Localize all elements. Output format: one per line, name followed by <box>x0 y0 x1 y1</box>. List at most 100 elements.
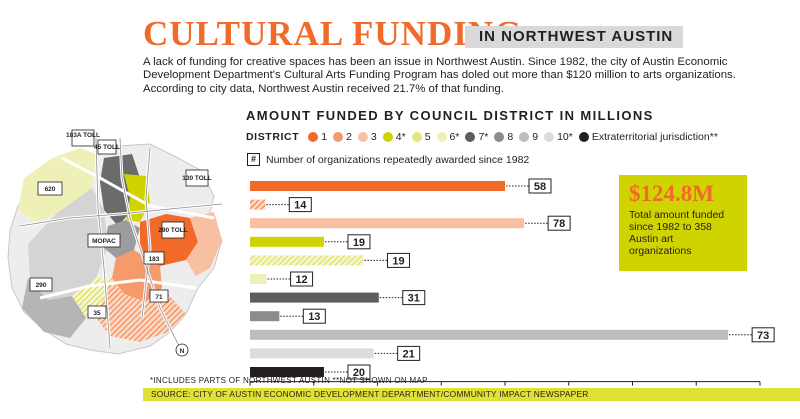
map-district-9 <box>104 220 140 258</box>
count-label-7*: 31 <box>408 293 420 305</box>
legend-item-2: 2 <box>333 131 352 143</box>
district-legend: DISTRICT 1 2 3 4* 5 6* 7* 8 9 10* Extraterritorial… <box>246 131 724 143</box>
count-box-4* <box>347 234 371 250</box>
footnote: *INCLUDES PARTS OF NORTHWEST AUSTIN **NO… <box>150 376 428 385</box>
map-label-45: 45 TOLL <box>94 144 120 151</box>
map-shield-620 <box>37 181 63 196</box>
legend-label-text: 3 <box>370 131 377 143</box>
legend-item-9: 9 <box>519 131 538 143</box>
map-shield-71 <box>149 289 169 303</box>
count-label-4*: 19 <box>353 237 365 249</box>
legend-swatch <box>436 132 447 142</box>
legend-swatch <box>308 132 319 142</box>
map-label-130: 130 TOLL <box>182 175 212 182</box>
legend-swatch <box>544 132 555 142</box>
legend-label-text: 1 <box>321 131 328 143</box>
count-box-3 <box>547 215 571 231</box>
map-label-183: 183 <box>149 256 160 263</box>
map-shield-183a <box>71 129 95 147</box>
map-shield-290 <box>29 277 53 292</box>
legend-swatch <box>382 132 393 142</box>
legend-label-text: 4* <box>395 131 406 143</box>
bar-district-5 <box>250 255 364 266</box>
map-label-290-toll: 290 TOLL <box>158 227 188 234</box>
bar-district-1 <box>250 181 505 191</box>
map-roads-outline <box>19 137 223 357</box>
north-arrow-icon <box>175 343 189 357</box>
bar-district-10* <box>250 348 374 359</box>
legend-label: DISTRICT <box>246 131 300 143</box>
map-district-5 <box>72 278 112 318</box>
bar-district-9 <box>250 329 729 340</box>
count-key-text: Number of organizations repeatedly award… <box>266 153 530 166</box>
map-label-35: 35 <box>93 310 101 317</box>
map-label-north: N <box>180 348 185 355</box>
total-callout: $124.8M Total amount funded since 1982 t… <box>619 175 747 271</box>
chart-title: AMOUNT FUNDED BY COUNCIL DISTRICT IN MIL… <box>246 108 654 123</box>
map-label-183a: 183A TOLL <box>66 132 100 139</box>
legend-item-10: 10* <box>544 131 573 143</box>
district-map: 183A TOLL 45 TOLL 130 TOLL 620 MOPAC 290… <box>7 129 223 357</box>
count-label-6*: 12 <box>295 274 307 286</box>
legend-label-text: 6* <box>449 131 460 143</box>
legend-label-text: Extraterritorial jurisdiction** <box>591 131 718 143</box>
count-box-6* <box>290 271 314 287</box>
map-district-2 <box>96 278 186 342</box>
legend-swatch <box>578 132 589 142</box>
legend-swatch <box>333 132 344 142</box>
map-label-71: 71 <box>155 294 163 301</box>
map-shield-35 <box>87 305 107 319</box>
callout-amount: $124.8M <box>629 181 714 206</box>
callout-text: Total amount funded since 1982 to 358 Au… <box>629 209 725 257</box>
count-label-5: 19 <box>392 255 404 267</box>
map-shield-183 <box>143 251 165 265</box>
map-label-620: 620 <box>45 186 56 193</box>
count-label-Extraterritorial jurisdiction**: 20 <box>353 367 365 379</box>
map-shield-mopac <box>87 233 121 248</box>
count-box-1 <box>528 178 552 194</box>
count-box-7* <box>402 290 426 306</box>
legend-label-text: 8 <box>507 131 514 143</box>
count-label-2: 14 <box>294 200 307 212</box>
page-subtitle: IN NORTHWEST AUSTIN <box>465 26 684 48</box>
legend-swatch <box>357 132 368 142</box>
map-district-8 <box>22 278 86 338</box>
bar-district-2 <box>250 199 266 210</box>
map-label-290: 290 <box>36 282 47 289</box>
bar-district-8 <box>250 311 280 322</box>
count-box-8 <box>302 308 326 324</box>
count-box-5 <box>386 252 410 268</box>
legend-label-text: 5 <box>424 131 431 143</box>
bar-district-4* <box>250 236 324 247</box>
count-label-9: 73 <box>757 330 769 342</box>
legend-label-text: 7* <box>478 131 489 143</box>
source-line: SOURCE: CITY OF AUSTIN ECONOMIC DEVELOPM… <box>143 388 800 401</box>
legend-label-text: 9 <box>532 131 539 143</box>
count-label-3: 78 <box>553 218 565 230</box>
legend-item-1: 1 <box>308 131 327 143</box>
count-box-2 <box>288 197 312 213</box>
intro-text: A lack of funding for creative spaces ha… <box>143 56 736 95</box>
legend-item-3: 3 <box>357 131 377 143</box>
legend-item-7: 7* <box>465 131 488 143</box>
map-shield-130 <box>185 169 209 187</box>
legend-swatch <box>411 132 422 142</box>
bar-district-7* <box>250 292 379 303</box>
bar-district-3 <box>250 218 525 229</box>
page-title: CULTURAL FUNDING <box>143 14 523 53</box>
legend-swatch <box>465 132 476 142</box>
map-label-mopac: MOPAC <box>92 238 116 245</box>
map-etj-east <box>186 212 222 276</box>
count-label-8: 13 <box>308 311 320 323</box>
count-box-9 <box>751 327 775 343</box>
legend-item-5: 5 <box>411 131 431 143</box>
count-key-symbol: # <box>247 153 260 166</box>
map-shield-45 <box>97 139 117 155</box>
legend-label-text: 10* <box>557 131 573 143</box>
legend-item-11: Extraterritorial jurisdiction** <box>578 131 718 143</box>
count-key: # Number of organizations repeatedly awa… <box>247 153 529 166</box>
map-shield-290-toll <box>161 221 185 239</box>
bar-district-6* <box>250 274 267 284</box>
legend-item-4: 4* <box>382 131 406 143</box>
legend-label-text: 2 <box>346 131 352 143</box>
